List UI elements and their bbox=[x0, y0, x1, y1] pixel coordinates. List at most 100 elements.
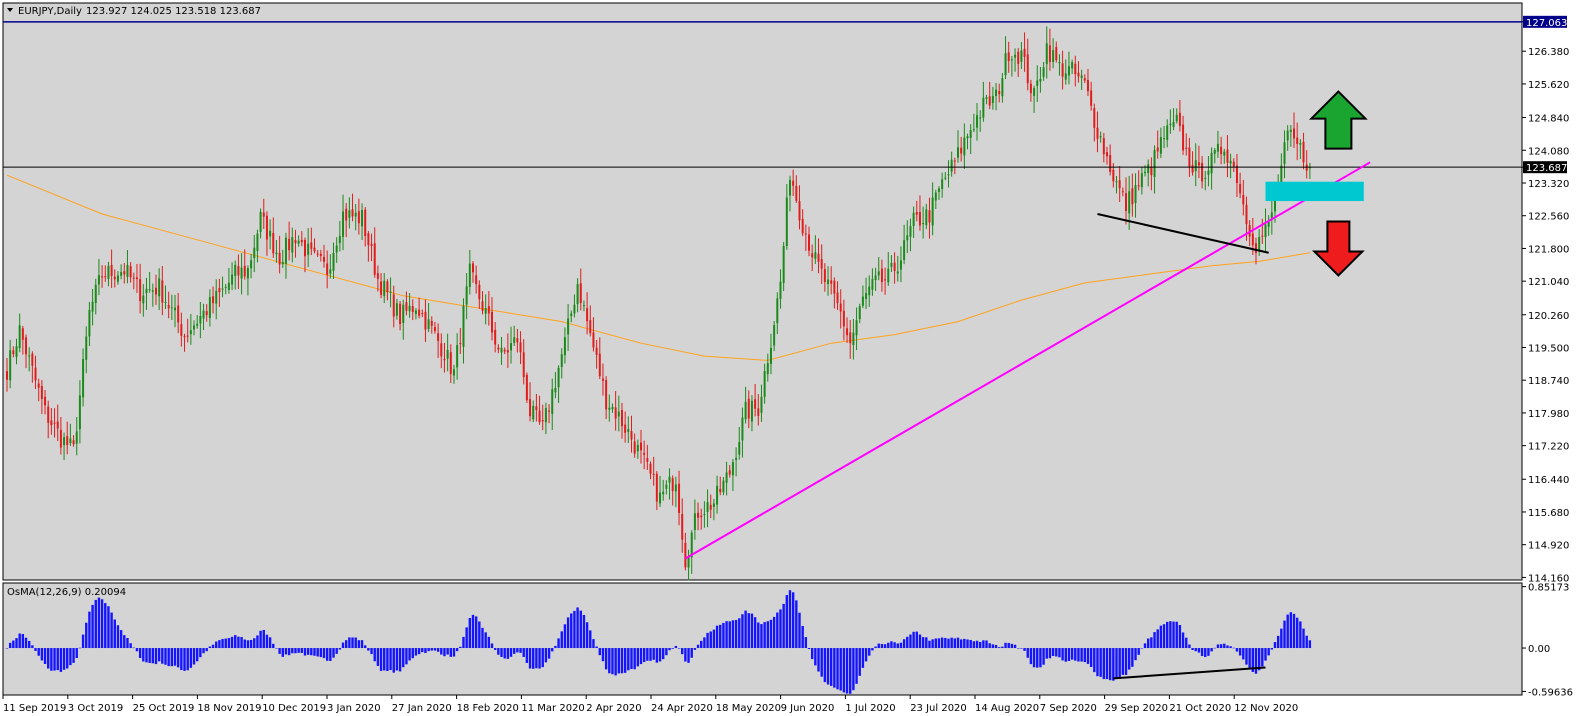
osma-bar bbox=[15, 638, 18, 649]
bull-candle bbox=[950, 159, 953, 172]
bull-candle bbox=[582, 305, 585, 307]
osma-bar bbox=[589, 630, 592, 649]
bear-candle bbox=[589, 320, 592, 334]
osma-bar bbox=[655, 648, 659, 663]
osma-bar bbox=[633, 648, 636, 670]
bull-candle bbox=[785, 197, 788, 246]
bear-candle bbox=[497, 347, 500, 350]
osma-bar bbox=[154, 648, 158, 665]
bull-candle bbox=[170, 307, 173, 309]
osma-bar bbox=[928, 640, 931, 649]
osma-bar bbox=[947, 638, 950, 649]
bear-candle bbox=[988, 96, 991, 106]
osma-tick-label: -0.59636 bbox=[1528, 687, 1573, 698]
osma-bar bbox=[161, 648, 164, 664]
bear-candle bbox=[953, 160, 956, 162]
bear-candle bbox=[1293, 128, 1296, 139]
osma-bar bbox=[294, 648, 297, 654]
price-tick-label: 119.500 bbox=[1528, 343, 1569, 354]
osma-bar bbox=[703, 637, 706, 649]
bull-candle bbox=[116, 275, 119, 282]
bear-candle bbox=[323, 256, 325, 262]
osma-bar bbox=[535, 648, 538, 669]
bull-candle bbox=[1115, 181, 1118, 183]
bull-candle bbox=[608, 407, 611, 410]
bear-candle bbox=[1226, 149, 1229, 163]
bear-candle bbox=[655, 473, 658, 502]
osma-bar bbox=[1036, 648, 1039, 668]
ohlc-values: 123.927 124.025 123.518 123.687 bbox=[86, 6, 261, 17]
osma-bar bbox=[817, 648, 820, 672]
date-tick-label: 18 Feb 2020 bbox=[457, 703, 519, 714]
bull-candle bbox=[769, 347, 772, 364]
bear-candle bbox=[1074, 63, 1077, 75]
osma-bar bbox=[392, 648, 395, 673]
bull-candle bbox=[208, 297, 211, 318]
bear-candle bbox=[12, 350, 15, 355]
osma-bar bbox=[1242, 648, 1245, 660]
bull-candle bbox=[1099, 136, 1102, 138]
bear-candle bbox=[1245, 204, 1248, 225]
osma-bar bbox=[1267, 648, 1270, 656]
bear-candle bbox=[1061, 63, 1064, 77]
bull-candle bbox=[1067, 66, 1070, 76]
osma-bar bbox=[218, 640, 221, 649]
price-tick-label: 124.080 bbox=[1528, 146, 1569, 157]
price-tick-label: 123.320 bbox=[1528, 179, 1569, 190]
osma-bar bbox=[186, 648, 189, 671]
bear-candle bbox=[592, 332, 595, 348]
bull-candle bbox=[94, 284, 97, 303]
bear-candle bbox=[34, 367, 37, 381]
osma-bar bbox=[715, 625, 719, 649]
date-tick-label: 18 May 2020 bbox=[716, 703, 781, 714]
bull-candle bbox=[925, 209, 928, 226]
bear-candle bbox=[262, 212, 265, 217]
osma-bar bbox=[1147, 638, 1150, 649]
osma-bar bbox=[741, 614, 744, 649]
osma-bar bbox=[560, 631, 563, 649]
bear-candle bbox=[183, 336, 186, 338]
price-tick-label: 125.620 bbox=[1528, 80, 1569, 91]
osma-bar bbox=[769, 619, 773, 649]
bull-candle bbox=[126, 264, 129, 277]
osma-bar bbox=[760, 624, 763, 649]
bull-candle bbox=[1020, 50, 1023, 62]
bear-candle bbox=[804, 233, 807, 235]
osma-bar bbox=[1143, 643, 1147, 649]
bull-candle bbox=[861, 296, 864, 306]
osma-bar bbox=[776, 612, 779, 649]
bull-candle bbox=[871, 278, 874, 290]
bear-candle bbox=[104, 276, 107, 278]
osma-bar bbox=[72, 648, 75, 663]
osma-bar bbox=[1039, 648, 1042, 668]
bull-candle bbox=[773, 325, 776, 346]
bull-candle bbox=[1033, 88, 1036, 96]
bear-candle bbox=[525, 374, 528, 401]
bull-candle bbox=[922, 223, 925, 225]
bull-candle bbox=[395, 303, 398, 316]
osma-bar bbox=[566, 617, 570, 649]
osma-bar bbox=[1045, 648, 1048, 659]
bear-candle bbox=[1182, 124, 1185, 151]
bull-candle bbox=[500, 347, 503, 353]
bull-candle bbox=[342, 211, 345, 237]
osma-bar bbox=[116, 625, 120, 649]
osma-bar bbox=[557, 638, 560, 649]
triangle-down-icon[interactable] bbox=[7, 8, 13, 12]
bull-candle bbox=[1052, 50, 1055, 62]
bear-candle bbox=[643, 452, 646, 455]
bear-candle bbox=[424, 311, 427, 330]
bull-candle bbox=[348, 210, 351, 218]
osma-bar bbox=[1156, 629, 1159, 649]
osma-bar bbox=[658, 648, 662, 662]
osma-bar bbox=[40, 648, 44, 661]
bear-candle bbox=[272, 232, 275, 254]
osma-bar bbox=[183, 648, 186, 671]
osma-bar bbox=[1162, 624, 1166, 649]
bear-candle bbox=[364, 209, 367, 237]
osma-bar bbox=[1086, 648, 1090, 664]
price-tick-label: 117.220 bbox=[1528, 442, 1569, 453]
bull-candle bbox=[972, 129, 975, 131]
osma-bar bbox=[627, 648, 630, 671]
bull-candle bbox=[906, 235, 909, 241]
